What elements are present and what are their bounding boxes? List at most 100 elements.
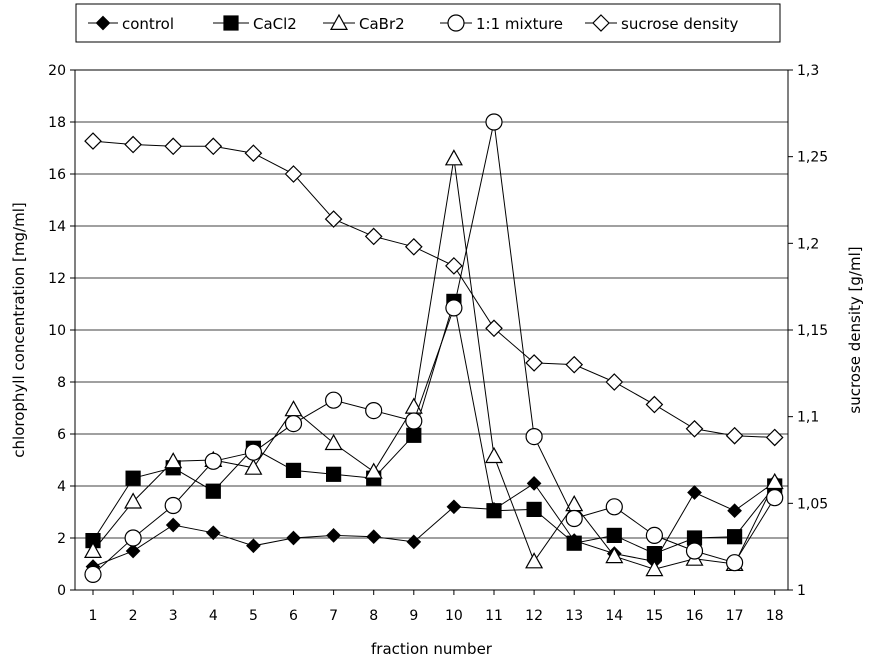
data-point-circle <box>525 428 543 446</box>
x-tick-label: 7 <box>329 608 338 624</box>
data-point-circle <box>84 565 102 584</box>
data-point-circle <box>124 529 142 547</box>
data-point-diamond <box>645 395 664 414</box>
x-tick-label: 12 <box>525 608 543 624</box>
grid <box>75 121 788 539</box>
x-tick-label: 16 <box>686 608 704 624</box>
data-point-diamond <box>366 529 382 545</box>
data-point-square <box>125 470 141 486</box>
data-point-diamond <box>165 517 181 533</box>
series-line <box>92 121 776 575</box>
data-point-square <box>486 503 502 519</box>
data-point-diamond <box>565 355 584 374</box>
series-layer <box>83 113 784 584</box>
data-point-diamond <box>592 14 610 32</box>
data-point-diamond <box>727 503 742 519</box>
data-point-diamond <box>326 528 341 543</box>
data-point-square <box>526 501 542 517</box>
data-point-triangle <box>364 462 383 479</box>
data-point-diamond <box>526 476 542 491</box>
left-tick-label: 2 <box>57 531 66 547</box>
data-point-diamond <box>406 534 422 550</box>
data-point-circle <box>164 496 182 515</box>
x-tick-label: 14 <box>605 608 623 624</box>
data-point-diamond <box>246 538 261 554</box>
right-tick-label: 1,15 <box>797 323 828 339</box>
left-tick-label: 4 <box>57 479 66 495</box>
data-point-circle <box>284 415 303 433</box>
data-point-diamond <box>605 373 624 391</box>
data-point-square <box>566 535 582 551</box>
data-point-circle <box>325 391 343 409</box>
left-tick-label: 14 <box>48 219 66 235</box>
series-line <box>92 481 775 568</box>
x-tick-label: 6 <box>289 608 298 624</box>
data-point-circle <box>565 509 583 528</box>
data-point-diamond <box>404 237 423 256</box>
left-tick-label: 20 <box>48 63 66 79</box>
legend-label: 1:1 mixture <box>476 15 563 33</box>
legend-box <box>75 3 781 43</box>
right-tick-label: 1,1 <box>797 410 819 426</box>
x-tick-label: 4 <box>209 608 218 624</box>
legend-label: sucrose density <box>621 15 739 33</box>
right-tick-label: 1,05 <box>797 496 828 512</box>
right-tick-label: 1 <box>797 583 806 599</box>
x-tick-label: 9 <box>409 608 418 624</box>
data-point-square <box>205 483 221 499</box>
series-line <box>92 140 775 438</box>
data-point-diamond <box>125 543 141 559</box>
data-point-diamond <box>364 227 383 246</box>
data-point-diamond <box>485 319 503 338</box>
series-line <box>92 301 776 555</box>
legend-item: control <box>88 15 174 33</box>
data-point-triangle <box>645 559 664 577</box>
data-point-circle <box>405 412 423 430</box>
left-tick-label: 8 <box>57 375 66 391</box>
series-sucrose-density <box>84 132 784 447</box>
data-point-diamond <box>685 419 704 438</box>
data-point-circle <box>244 443 262 461</box>
data-point-square <box>646 545 663 562</box>
data-point-diamond <box>284 165 303 183</box>
x-tick-label: 1 <box>89 608 98 624</box>
data-point-square <box>406 427 422 443</box>
x-tick-label: 8 <box>369 608 378 624</box>
data-point-diamond <box>286 530 301 546</box>
data-point-square <box>726 529 743 545</box>
data-point-circle <box>447 14 465 32</box>
left-tick-label: 0 <box>57 583 66 599</box>
right-axis-title: sucrose density [g/ml] <box>846 246 864 413</box>
right-tick-label: 1,3 <box>797 63 819 79</box>
right-tick-label: 1,25 <box>797 150 828 166</box>
x-tick-label: 13 <box>565 608 583 624</box>
series-control <box>85 474 783 574</box>
data-point-diamond <box>687 485 702 500</box>
left-tick-label: 18 <box>48 115 66 131</box>
x-axis-title: fraction number <box>371 640 493 658</box>
data-point-circle <box>485 113 503 131</box>
data-point-square <box>606 527 622 544</box>
data-point-square <box>223 15 239 31</box>
legend-item: sucrose density <box>585 14 739 33</box>
data-point-triangle <box>605 546 624 564</box>
data-point-circle <box>766 489 784 507</box>
data-point-square <box>285 462 302 478</box>
data-point-circle <box>725 554 744 572</box>
legend-label: CaCl2 <box>253 15 297 33</box>
x-tick-label: 17 <box>726 608 744 624</box>
data-point-circle <box>365 402 383 420</box>
data-point-triangle <box>765 472 784 490</box>
data-point-diamond <box>84 132 102 150</box>
x-tick-label: 5 <box>249 608 258 624</box>
legend-item: CaCl2 <box>213 15 297 33</box>
data-point-triangle <box>484 446 504 464</box>
left-tick-label: 16 <box>48 167 66 183</box>
data-point-triangle <box>124 492 143 509</box>
legend-item: CaBr2 <box>323 13 405 33</box>
data-point-triangle <box>324 433 343 451</box>
legend-item: 1:1 mixture <box>440 14 563 33</box>
data-point-triangle <box>244 458 263 475</box>
data-point-triangle <box>83 541 103 559</box>
